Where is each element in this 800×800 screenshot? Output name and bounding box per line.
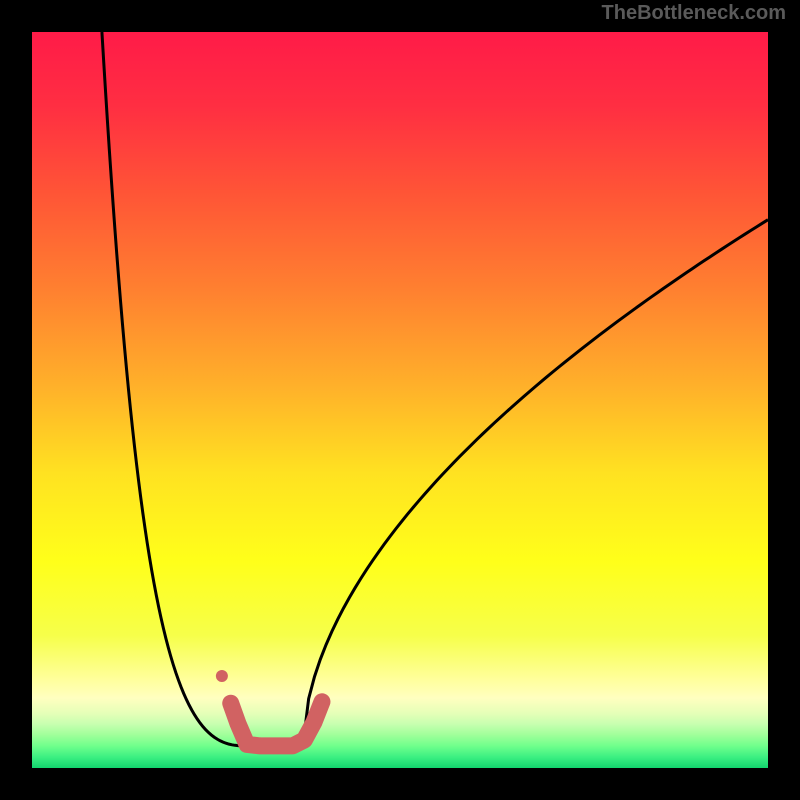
plot-gradient-background — [32, 32, 768, 768]
bottleneck-chart — [0, 0, 800, 800]
watermark-text: TheBottleneck.com — [602, 2, 786, 25]
optimal-zone-dot — [216, 670, 228, 682]
